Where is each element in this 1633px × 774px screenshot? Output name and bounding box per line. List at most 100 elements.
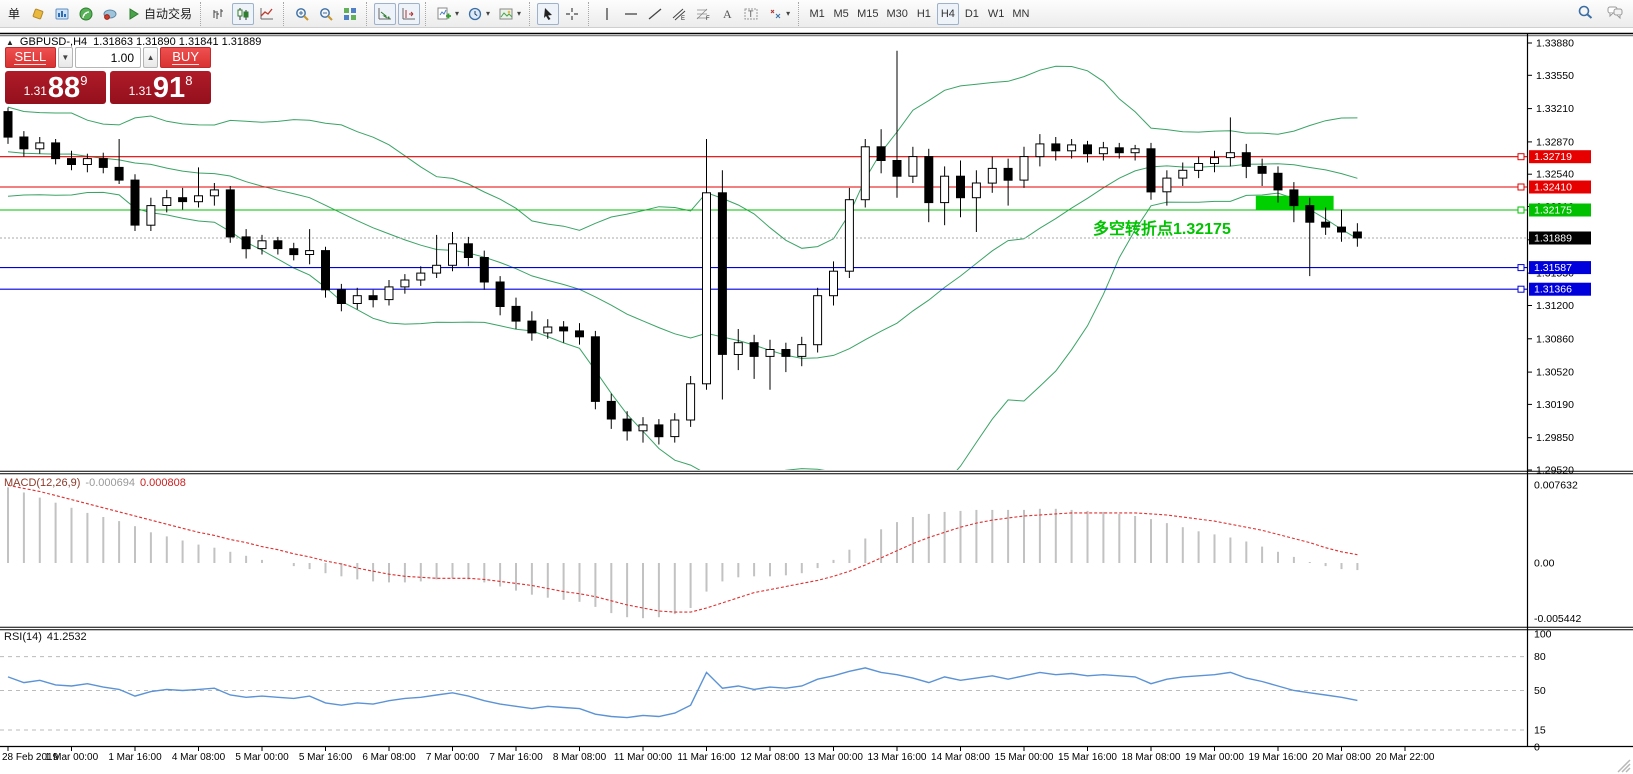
current-price-label bbox=[1529, 231, 1591, 245]
timeframe-m1-button[interactable]: M1 bbox=[809, 7, 825, 20]
timeframe-m5-button[interactable]: M5 bbox=[833, 7, 849, 20]
trendline-button[interactable] bbox=[644, 3, 666, 25]
rsi-line bbox=[7, 667, 1358, 719]
crosshair-button[interactable] bbox=[561, 3, 583, 25]
timeframe-w1-button[interactable]: W1 bbox=[987, 7, 1005, 20]
horizontal-line-button[interactable] bbox=[620, 3, 642, 25]
dropdown-caret-icon: ▾ bbox=[517, 9, 522, 18]
vertical-line-button[interactable] bbox=[596, 3, 618, 25]
time-tick-label: 15 Mar 00:00 bbox=[995, 752, 1054, 763]
channel-button[interactable]: E bbox=[668, 3, 690, 25]
chart-symbol-period: GBPUSD-,H4 bbox=[19, 36, 88, 48]
new-chart-button[interactable]: ▾ bbox=[433, 3, 462, 25]
zoom-out-button[interactable] bbox=[315, 3, 337, 25]
text-a-button[interactable]: A bbox=[716, 3, 738, 25]
time-tick-label: 12 Mar 08:00 bbox=[741, 752, 800, 763]
text-a-icon: A bbox=[723, 7, 732, 21]
svg-text:1.32719: 1.32719 bbox=[1534, 151, 1572, 163]
price-level-label bbox=[1529, 150, 1591, 164]
volume-increase-button[interactable]: ▲ bbox=[143, 47, 159, 68]
zoom-out-icon bbox=[320, 7, 333, 21]
auto-scroll-button[interactable] bbox=[374, 2, 397, 25]
line-chart-button[interactable] bbox=[256, 3, 278, 25]
timeframe-m30-button[interactable]: M30 bbox=[886, 7, 908, 20]
rsi-axis-label: 50 bbox=[1534, 685, 1546, 697]
trendline-icon bbox=[648, 8, 662, 19]
bollinger-bands bbox=[7, 65, 1358, 470]
period-icon bbox=[468, 7, 482, 20]
macd-axis-label: -0.005442 bbox=[1534, 613, 1581, 625]
fibonacci-icon: F bbox=[696, 8, 710, 22]
market-watch-icon bbox=[55, 8, 69, 19]
timeframe-m15-button[interactable]: M15 bbox=[857, 7, 879, 20]
new-chart-icon bbox=[437, 7, 452, 19]
chart-shift-icon bbox=[402, 7, 416, 19]
market-watch-button[interactable] bbox=[51, 3, 73, 25]
time-tick-label: 18 Mar 08:00 bbox=[1122, 752, 1181, 763]
chat-button[interactable] bbox=[1607, 4, 1623, 23]
arrows-button[interactable]: ▾ bbox=[764, 3, 793, 25]
bar-chart-button[interactable] bbox=[208, 3, 230, 25]
timeframe-h1-button[interactable]: H1 bbox=[916, 7, 931, 20]
time-tick-label: 28 Feb 2019 bbox=[2, 752, 59, 763]
cloud-button[interactable] bbox=[99, 3, 121, 25]
line-handle bbox=[1517, 285, 1525, 293]
line-handle bbox=[1517, 183, 1525, 191]
chart-annotation-text: 多空转折点1.32175 bbox=[1093, 221, 1231, 238]
price-axis: 1.338801.335501.332101.328701.325401.322… bbox=[1517, 33, 1591, 747]
macd-axis-label: 0.00 bbox=[1534, 558, 1555, 570]
timeframe-h4-button[interactable]: H4 bbox=[936, 2, 959, 25]
volume-input[interactable] bbox=[75, 47, 141, 68]
time-tick-label: 19 Mar 00:00 bbox=[1185, 752, 1244, 763]
template-button[interactable]: ▾ bbox=[495, 3, 524, 25]
text-label-button[interactable]: T bbox=[740, 3, 762, 25]
fibonacci-button[interactable]: F bbox=[692, 3, 714, 25]
price-tick-label: 1.33550 bbox=[1536, 70, 1574, 82]
search-icon bbox=[1578, 5, 1593, 19]
horizontal-level-lines[interactable] bbox=[0, 156, 1527, 290]
signal-button[interactable] bbox=[75, 3, 97, 25]
time-tick-label: 4 Mar 08:00 bbox=[172, 752, 226, 763]
time-tick-label: 11 Mar 16:00 bbox=[677, 752, 736, 763]
toolbar-group bbox=[366, 1, 425, 26]
timeframe-mn-button[interactable]: MN bbox=[1012, 7, 1030, 20]
sell-button[interactable]: SELL bbox=[5, 47, 56, 68]
price-tick-label: 1.29520 bbox=[1536, 465, 1574, 477]
time-tick-label: 7 Mar 16:00 bbox=[489, 752, 543, 763]
toolbar-group bbox=[283, 1, 366, 26]
toolbar-group bbox=[200, 1, 283, 26]
dropdown-caret-icon: ▾ bbox=[486, 9, 491, 18]
time-tick-label: 5 Mar 00:00 bbox=[235, 752, 289, 763]
svg-text:A: A bbox=[723, 7, 732, 21]
search-button[interactable] bbox=[1577, 4, 1593, 23]
volume-decrease-button[interactable]: ▼ bbox=[57, 47, 73, 68]
macd-signal-line bbox=[7, 484, 1358, 613]
rsi-axis-label: 0 bbox=[1534, 742, 1540, 754]
candlestick-button[interactable] bbox=[232, 2, 255, 25]
time-tick-label: 1 Mar 16:00 bbox=[108, 752, 162, 763]
sell-price-box[interactable]: 1.31 88 9 bbox=[5, 71, 106, 104]
tile-windows-icon bbox=[344, 7, 357, 20]
candles-layer bbox=[3, 50, 1362, 445]
tile-windows-button[interactable] bbox=[339, 3, 361, 25]
macd-label: MACD(12,26,9) -0.000694 0.000808 bbox=[4, 477, 186, 489]
resize-grip[interactable] bbox=[1617, 759, 1631, 773]
cursor-button[interactable] bbox=[537, 2, 560, 25]
timeframe-d1-button[interactable]: D1 bbox=[964, 7, 979, 20]
cloud-icon bbox=[103, 9, 117, 20]
new-order-button[interactable]: 单 bbox=[7, 7, 20, 21]
chart-gold-icon bbox=[32, 8, 44, 19]
bollinger-middle-line bbox=[7, 151, 1358, 359]
chart-collapse-icon[interactable]: ▲ bbox=[6, 37, 14, 47]
period-button[interactable]: ▾ bbox=[464, 3, 493, 25]
chart-shift-button[interactable] bbox=[398, 2, 421, 25]
template-icon bbox=[499, 8, 513, 19]
autotrading-button[interactable]: 自动交易 bbox=[123, 3, 195, 25]
buy-button[interactable]: BUY bbox=[160, 47, 211, 68]
buy-price-box[interactable]: 1.31 91 8 bbox=[110, 71, 211, 104]
time-tick-label: 7 Mar 00:00 bbox=[426, 752, 480, 763]
chat-icon bbox=[1607, 6, 1623, 20]
chart-gold-button[interactable] bbox=[27, 3, 49, 25]
zoom-in-button[interactable] bbox=[291, 3, 313, 25]
